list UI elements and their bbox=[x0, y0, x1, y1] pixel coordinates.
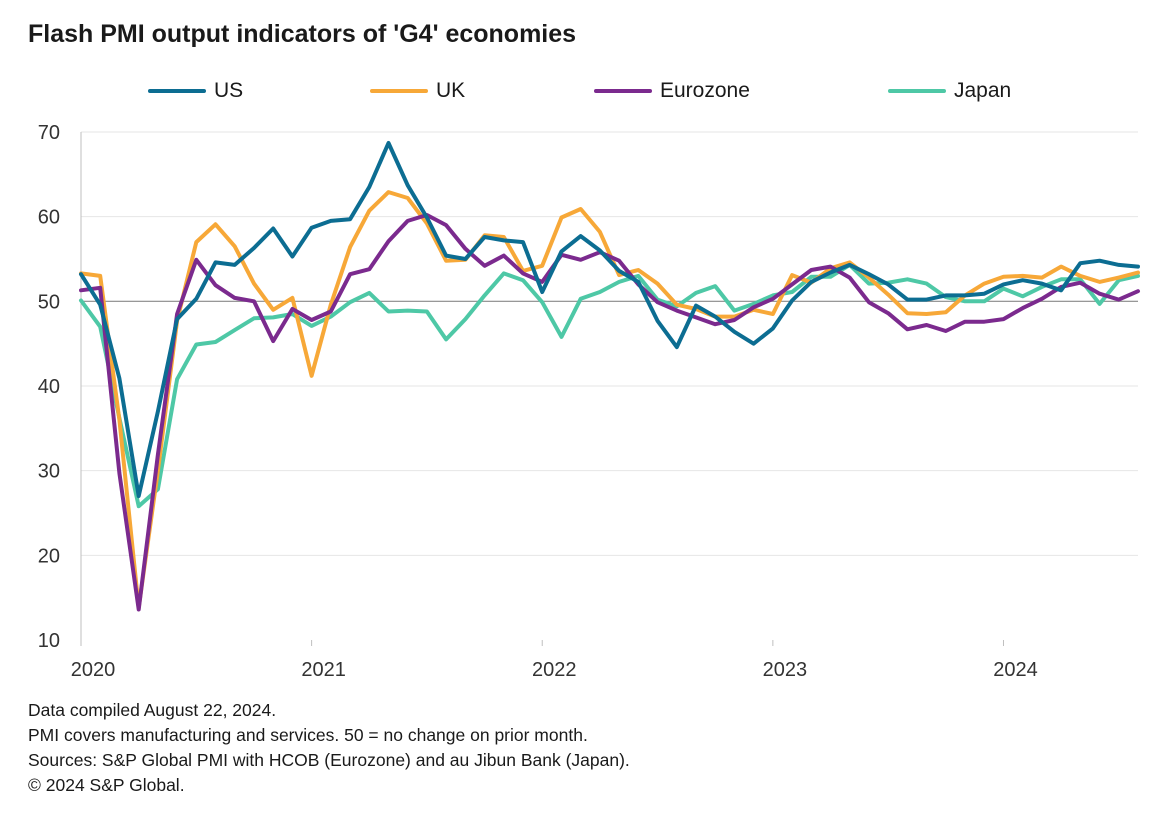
y-tick-label-40: 40 bbox=[38, 376, 60, 398]
y-tick-label-30: 30 bbox=[38, 461, 60, 483]
x-tick-label-2020: 2020 bbox=[71, 659, 116, 681]
x-tick-label-2022: 2022 bbox=[532, 659, 577, 681]
legend-label-us: US bbox=[214, 79, 244, 102]
series-line-uk bbox=[79, 190, 1140, 610]
series-line-eurozone bbox=[79, 213, 1140, 612]
y-tick-label-50: 50 bbox=[38, 291, 60, 313]
legend-label-japan: Japan bbox=[954, 79, 1012, 102]
x-tick-label-2024: 2024 bbox=[993, 659, 1038, 681]
series-line-us bbox=[79, 141, 1140, 499]
note-data-compiled: Data compiled August 22, 2024. bbox=[28, 700, 277, 720]
legend-item-us: US bbox=[148, 76, 243, 106]
chart-legend: US UK Eurozone Japan bbox=[0, 76, 1176, 106]
legend-swatch-uk bbox=[370, 89, 428, 93]
legend-swatch-japan bbox=[888, 89, 946, 93]
legend-item-uk: UK bbox=[370, 76, 465, 106]
y-tick-label-60: 60 bbox=[38, 207, 60, 229]
x-tick-label-2021: 2021 bbox=[301, 659, 346, 681]
legend-label-uk: UK bbox=[436, 79, 466, 102]
chart-title: Flash PMI output indicators of 'G4' econ… bbox=[28, 20, 577, 48]
legend-label-eurozone: Eurozone bbox=[660, 79, 750, 102]
legend-item-japan: Japan bbox=[888, 76, 1011, 106]
note-pmi-coverage: PMI covers manufacturing and services. 5… bbox=[28, 725, 588, 745]
legend-swatch-eurozone bbox=[594, 89, 652, 93]
chart-notes: Data compiled August 22, 2024. PMI cover… bbox=[28, 698, 630, 798]
y-tick-label-20: 20 bbox=[38, 545, 60, 567]
note-sources: Sources: S&P Global PMI with HCOB (Euroz… bbox=[28, 750, 630, 770]
legend-swatch-us bbox=[148, 89, 206, 93]
line-chart: 10 20 30 40 50 60 70 2020 2021 2022 2023 2024 bbox=[38, 122, 1140, 681]
y-tick-label-70: 70 bbox=[38, 122, 60, 144]
note-copyright: © 2024 S&P Global. bbox=[28, 775, 185, 795]
y-tick-label-10: 10 bbox=[38, 630, 60, 652]
x-tick-label-2023: 2023 bbox=[763, 659, 808, 681]
legend-item-eurozone: Eurozone bbox=[594, 76, 750, 106]
